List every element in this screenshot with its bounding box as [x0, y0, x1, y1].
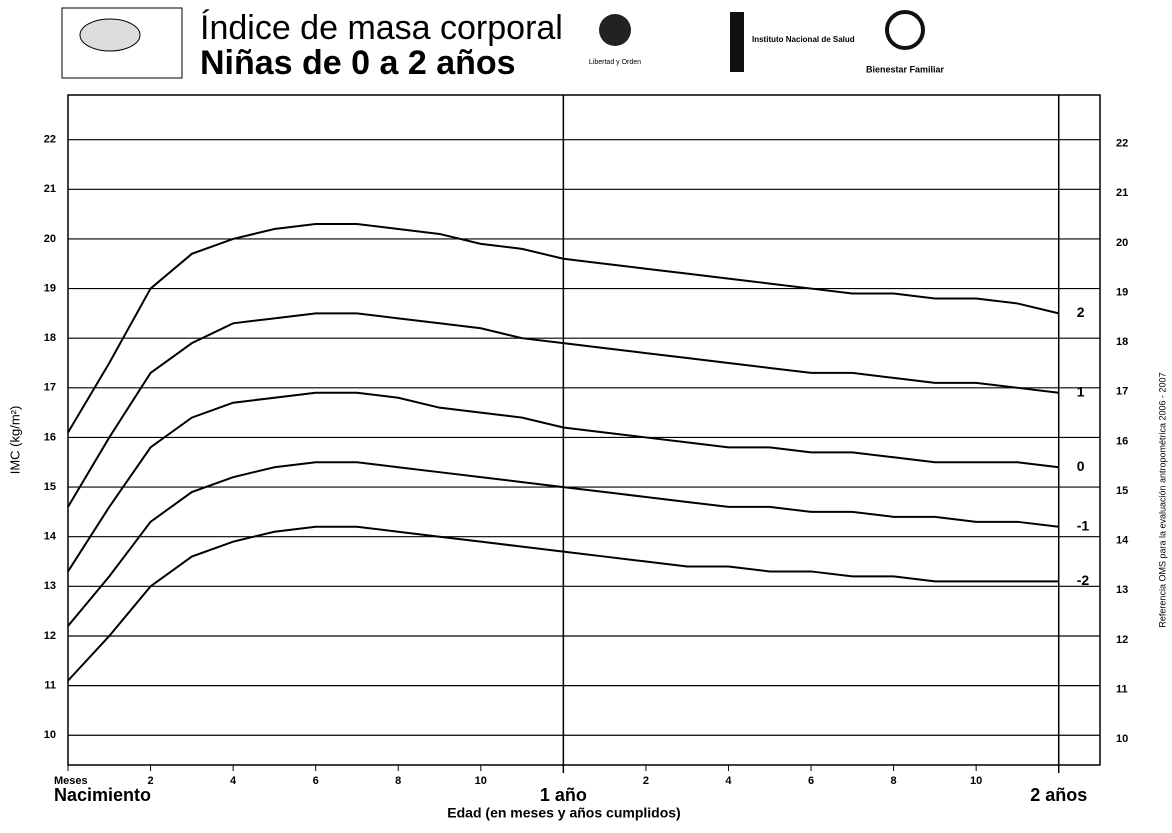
y2-tick-label: 11 — [1116, 683, 1128, 695]
y-tick-label: 10 — [44, 729, 56, 741]
milestone-label: 1 año — [540, 785, 587, 805]
logo-text: Instituto Nacional de Salud — [752, 35, 855, 44]
series-label: 1 — [1077, 383, 1085, 399]
series-line — [67, 312, 1059, 508]
y-tick-label: 12 — [44, 630, 56, 642]
header-art — [61, 7, 925, 79]
y-tick-label: 15 — [44, 481, 56, 493]
y-tick-label: 21 — [44, 183, 56, 195]
y2-tick-label: 17 — [1116, 386, 1128, 398]
series-label: -1 — [1077, 517, 1090, 533]
x-tick-label: 10 — [970, 775, 982, 787]
y-tick-label: 20 — [44, 233, 56, 245]
milestone-label: Nacimiento — [54, 785, 151, 805]
series-label: -2 — [1077, 572, 1090, 588]
chart-subtitle: Niñas de 0 a 2 años — [200, 44, 516, 82]
logo-text: Bienestar Familiar — [866, 64, 945, 74]
series-line — [67, 223, 1059, 433]
milestone-label: 2 años — [1030, 785, 1087, 805]
y2-tick-label: 15 — [1116, 485, 1128, 497]
x-tick-label: 8 — [891, 775, 897, 787]
y-tick-label: 13 — [44, 580, 56, 592]
y-tick-label: 18 — [44, 332, 56, 344]
x-tick-label: 2 — [147, 775, 153, 787]
y2-tick-label: 19 — [1116, 286, 1128, 298]
side-note: Referencia OMS para la evaluación antrop… — [1157, 372, 1167, 627]
y-tick-label: 11 — [44, 679, 56, 691]
x-axis-label: Edad (en meses y años cumplidos) — [447, 805, 680, 821]
x-tick-label: 2 — [643, 775, 649, 787]
x-tick-label: 6 — [313, 775, 319, 787]
x-tick-label: 4 — [725, 775, 732, 787]
y2-tick-label: 18 — [1116, 336, 1128, 348]
x-tick-label: 4 — [230, 775, 237, 787]
y2-tick-label: 14 — [1116, 535, 1129, 547]
y2-tick-label: 12 — [1116, 634, 1128, 646]
series-line — [67, 461, 1059, 627]
y2-tick-label: 20 — [1116, 237, 1128, 249]
y2-tick-label: 21 — [1116, 187, 1128, 199]
y-axis-label: IMC (kg/m²) — [7, 406, 22, 475]
x-tick-label: Meses — [54, 775, 88, 787]
y-tick-label: 17 — [44, 382, 56, 394]
series-line — [67, 525, 1059, 682]
x-tick-label: 8 — [395, 775, 401, 787]
y2-tick-label: 16 — [1116, 435, 1128, 447]
x-tick-label: 6 — [808, 775, 814, 787]
y2-tick-label: 13 — [1116, 584, 1128, 596]
series-label: 2 — [1077, 304, 1085, 320]
y-tick-label: 19 — [44, 282, 56, 294]
plot-frame — [67, 94, 1101, 766]
y-tick-label: 16 — [44, 431, 56, 443]
y2-tick-label: 22 — [1116, 138, 1128, 150]
y-tick-label: 14 — [44, 531, 57, 543]
y-tick-label: 22 — [44, 134, 56, 146]
chart-title: Índice de masa corporal — [200, 9, 563, 47]
y2-tick-label: 10 — [1116, 733, 1128, 745]
series-line — [67, 391, 1059, 572]
logo-text: Libertad y Orden — [589, 59, 641, 66]
x-tick-label: 10 — [475, 775, 487, 787]
series-label: 0 — [1077, 458, 1085, 474]
